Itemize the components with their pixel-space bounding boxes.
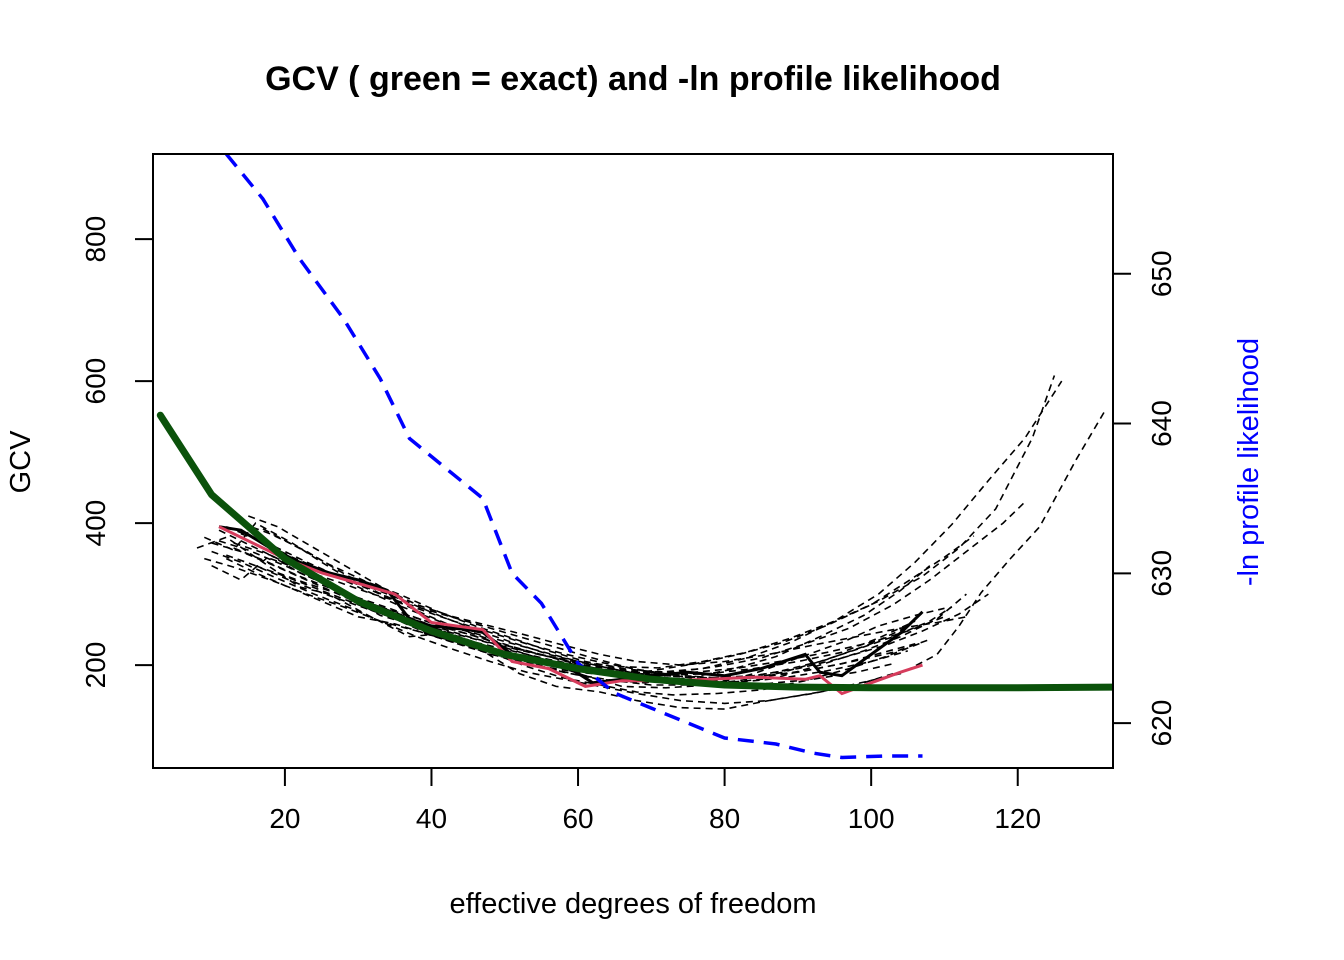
y-axis-label: GCV	[5, 430, 37, 494]
x-tick-label: 60	[562, 803, 593, 834]
x-tick-label: 80	[709, 803, 740, 834]
x-tick-label: 100	[848, 803, 895, 834]
y-tick-label: 400	[80, 500, 111, 547]
y-right-tick-label: 640	[1146, 400, 1177, 447]
replicate-curve-16	[204, 557, 894, 705]
replicate-curve-8	[248, 515, 967, 666]
y-axis: 200 400 600 800	[80, 216, 154, 689]
replicate-curve-1	[196, 409, 1107, 710]
replicate-curve-17	[226, 554, 989, 679]
y-right-tick-label: 630	[1146, 550, 1177, 597]
replicate-curve-10	[262, 380, 1063, 674]
replicate-curve-12	[233, 547, 916, 676]
replicate-curve-20	[277, 572, 894, 686]
series-profile-likelihood-line	[224, 154, 923, 760]
y-axis-right: 620 630 640 650	[1112, 250, 1177, 747]
series-exact-gcv-line	[156, 411, 1113, 692]
y-axis-right-label: -ln profile likelihood	[1233, 338, 1265, 586]
x-tick-label: 120	[994, 803, 1041, 834]
chart-title: GCV ( green = exact) and -ln profile lik…	[265, 60, 1001, 98]
y-tick-label: 600	[80, 358, 111, 405]
y-tick-label: 200	[80, 642, 111, 689]
y-right-tick-label: 620	[1146, 700, 1177, 747]
replicate-curve-6	[225, 557, 953, 684]
x-tick-label: 20	[269, 803, 300, 834]
x-axis: 20 40 60 80 100 120	[269, 767, 1041, 834]
replicate-curve-14	[255, 564, 909, 686]
x-tick-label: 40	[416, 803, 447, 834]
y-tick-label: 800	[80, 216, 111, 263]
replicate-curve-5	[203, 522, 967, 683]
plot-area	[156, 154, 1113, 760]
x-axis-label: effective degrees of freedom	[449, 888, 816, 920]
replicate-curve-11	[225, 525, 945, 675]
y-right-tick-label: 650	[1146, 250, 1177, 297]
